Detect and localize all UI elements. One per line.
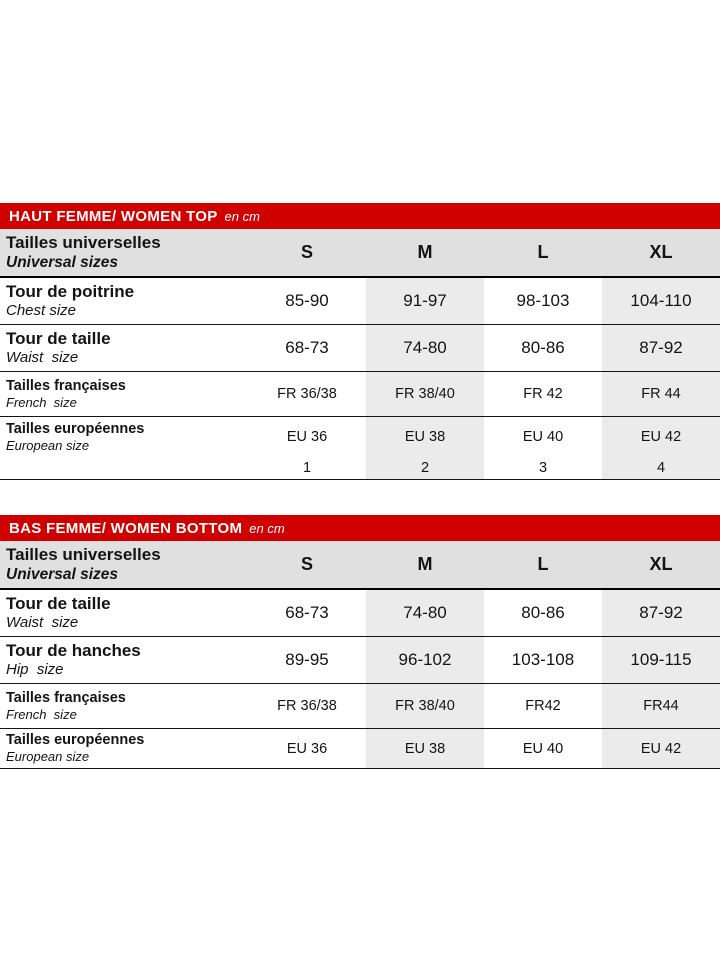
row-label-en: Chest size: [6, 302, 77, 320]
value-cell: FR 38/40: [366, 372, 484, 416]
header-label: Tailles universelles Universal sizes: [0, 541, 248, 588]
table-header-row: Tailles universelles Universal sizes S M…: [0, 229, 720, 278]
value-cell: EU 40: [522, 740, 564, 757]
value-cell: 80-86: [521, 338, 565, 357]
row-label-fr: Tailles européennes: [6, 420, 145, 437]
value-cell: 74-80: [366, 325, 484, 371]
value-cell: 89-95: [285, 650, 329, 669]
row-label: Tailles européennes European size: [0, 729, 248, 768]
row-label: Tour de taille Waist size: [0, 590, 248, 636]
row-label-en: Waist size: [6, 614, 79, 632]
row-label-en: Hip size: [6, 661, 64, 679]
value-cell: 104-110: [602, 278, 720, 324]
value-cell: FR 38/40: [366, 684, 484, 728]
value-cell: EU 36: [286, 740, 328, 757]
women-bottom-title-bar: BAS FEMME/ WOMEN BOTTOM en cm: [0, 515, 720, 541]
row-label: Tour de poitrine Chest size: [0, 278, 248, 324]
value-cell: FR44: [602, 684, 720, 728]
value-cell: FR42: [525, 698, 561, 714]
table-row-european-size: Tailles européennes European size EU 36 …: [0, 729, 720, 769]
size-header-s: S: [300, 242, 313, 262]
women-bottom-section: BAS FEMME/ WOMEN BOTTOM en cm Tailles un…: [0, 515, 720, 769]
row-label-fr: Tailles françaises: [6, 689, 126, 706]
value-cell: 4: [602, 457, 720, 479]
row-label-fr: Tailles françaises: [6, 377, 126, 394]
women-top-section: HAUT FEMME/ WOMEN TOP en cm Tailles univ…: [0, 203, 720, 480]
women-top-table: Tailles universelles Universal sizes S M…: [0, 229, 720, 480]
value-cell: 68-73: [285, 338, 329, 357]
value-cell: FR 36/38: [277, 386, 337, 402]
row-label: Tour de taille Waist size: [0, 325, 248, 371]
row-label-fr: Tour de taille: [6, 329, 111, 348]
size-header-m: M: [417, 554, 433, 574]
value-cell: FR 42: [523, 386, 563, 402]
row-label-fr: Tour de hanches: [6, 641, 141, 660]
table-row-hip: Tour de hanches Hip size 89-95 96-102 10…: [0, 637, 720, 684]
value-cell: 85-90: [285, 291, 329, 310]
row-label-en: French size: [6, 394, 77, 410]
row-label-fr: Tour de poitrine: [6, 282, 135, 301]
table-row-waist: Tour de taille Waist size 68-73 74-80 80…: [0, 590, 720, 637]
table-row-french-size: Tailles françaises French size FR 36/38 …: [0, 684, 720, 729]
value-cell: 103-108: [511, 650, 575, 669]
size-header-l: L: [537, 242, 549, 262]
women-bottom-table: Tailles universelles Universal sizes S M…: [0, 541, 720, 769]
value-cell: EU 38: [366, 417, 484, 457]
header-label: Tailles universelles Universal sizes: [0, 229, 248, 276]
table-title: HAUT FEMME/ WOMEN TOP: [9, 207, 218, 225]
value-cell: 74-80: [366, 590, 484, 636]
value-cell: 96-102: [366, 637, 484, 683]
row-label: Tour de hanches Hip size: [0, 637, 248, 683]
row-label: Tailles françaises French size: [0, 372, 248, 416]
row-label-en: European size: [6, 437, 90, 453]
value-cell: 80-86: [521, 603, 565, 622]
table-unit: en cm: [224, 208, 260, 224]
table-row-chest: Tour de poitrine Chest size 85-90 91-97 …: [0, 278, 720, 325]
value-cell: EU 38: [366, 729, 484, 768]
row-label-empty: [0, 457, 248, 479]
header-label-en: Universal sizes: [6, 566, 119, 584]
table-row-size-numbers: 1 2 3 4: [0, 457, 720, 480]
value-cell: EU 42: [602, 729, 720, 768]
row-label: Tailles françaises French size: [0, 684, 248, 728]
row-label-fr: Tailles européennes: [6, 732, 145, 749]
value-cell: 68-73: [285, 603, 329, 622]
table-header-row: Tailles universelles Universal sizes S M…: [0, 541, 720, 590]
header-label-fr: Tailles universelles: [6, 545, 161, 565]
header-label-fr: Tailles universelles: [6, 233, 161, 253]
value-cell: EU 36: [286, 429, 328, 445]
women-top-title-bar: HAUT FEMME/ WOMEN TOP en cm: [0, 203, 720, 229]
size-header-xl: XL: [649, 554, 673, 574]
value-cell: 2: [366, 457, 484, 479]
value-cell: FR 36/38: [277, 698, 337, 714]
value-cell: 87-92: [602, 325, 720, 371]
table-row-french-size: Tailles françaises French size FR 36/38 …: [0, 372, 720, 417]
row-label-fr: Tour de taille: [6, 594, 111, 613]
table-title: BAS FEMME/ WOMEN BOTTOM: [9, 519, 243, 537]
value-cell: 109-115: [602, 637, 720, 683]
table-unit: en cm: [249, 520, 285, 536]
value-cell: FR 44: [602, 372, 720, 416]
size-header-s: S: [300, 554, 313, 574]
table-row-european-size: Tailles européennes European size EU 36 …: [0, 417, 720, 457]
value-cell: 91-97: [366, 278, 484, 324]
value-cell: 87-92: [602, 590, 720, 636]
row-label: Tailles européennes European size: [0, 417, 248, 457]
row-label-en: European size: [6, 749, 90, 765]
header-label-en: Universal sizes: [6, 254, 119, 272]
size-header-l: L: [537, 554, 549, 574]
value-cell: 3: [538, 460, 548, 476]
size-header-xl: XL: [649, 242, 673, 262]
table-row-waist: Tour de taille Waist size 68-73 74-80 80…: [0, 325, 720, 372]
size-header-m: M: [417, 242, 433, 262]
value-cell: 1: [302, 460, 312, 476]
value-cell: EU 40: [522, 429, 564, 445]
row-label-en: French size: [6, 706, 77, 722]
value-cell: EU 42: [602, 417, 720, 457]
section-spacer: [0, 480, 720, 515]
value-cell: 98-103: [516, 291, 570, 310]
row-label-en: Waist size: [6, 349, 79, 367]
